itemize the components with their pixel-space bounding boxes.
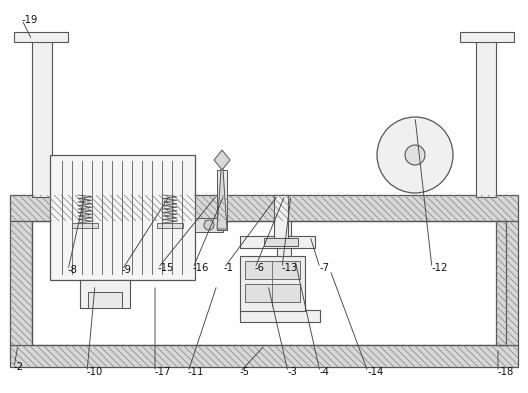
Bar xyxy=(496,221,518,345)
Bar xyxy=(217,170,227,230)
Text: -14: -14 xyxy=(368,367,384,377)
Bar xyxy=(10,221,32,345)
Bar xyxy=(240,310,320,322)
Text: -5: -5 xyxy=(240,367,250,377)
Bar xyxy=(32,40,52,197)
Bar xyxy=(80,280,130,308)
Bar xyxy=(240,256,305,311)
Bar xyxy=(32,221,506,345)
Text: -4: -4 xyxy=(320,367,330,377)
Bar xyxy=(50,155,195,280)
Polygon shape xyxy=(217,155,227,229)
Text: -10: -10 xyxy=(87,367,103,377)
Bar xyxy=(88,292,122,308)
Circle shape xyxy=(405,145,425,165)
Text: -9: -9 xyxy=(122,265,132,275)
Bar xyxy=(195,218,223,232)
Bar xyxy=(460,32,514,42)
Bar xyxy=(157,223,183,228)
Bar xyxy=(10,345,518,367)
Circle shape xyxy=(204,220,214,230)
Text: -8: -8 xyxy=(68,265,78,275)
Polygon shape xyxy=(214,150,230,170)
Bar xyxy=(245,261,300,279)
Text: -2: -2 xyxy=(14,362,24,372)
Bar xyxy=(245,284,300,302)
Bar xyxy=(476,40,496,197)
Bar xyxy=(240,236,315,248)
Bar xyxy=(72,223,98,228)
Bar xyxy=(14,32,68,42)
Bar xyxy=(264,238,298,246)
Bar xyxy=(10,195,518,221)
Text: -19: -19 xyxy=(22,15,39,25)
Text: -1: -1 xyxy=(224,263,234,273)
Text: -11: -11 xyxy=(188,367,204,377)
Text: -6: -6 xyxy=(255,263,265,273)
Bar xyxy=(277,221,291,321)
Text: -3: -3 xyxy=(288,367,298,377)
Bar xyxy=(274,195,288,238)
Text: -13: -13 xyxy=(282,263,298,273)
Text: -17: -17 xyxy=(155,367,172,377)
Text: -12: -12 xyxy=(432,263,448,273)
Text: -7: -7 xyxy=(320,263,330,273)
Text: -15: -15 xyxy=(158,263,174,273)
Text: -18: -18 xyxy=(498,367,514,377)
Circle shape xyxy=(377,117,453,193)
Text: -16: -16 xyxy=(193,263,210,273)
